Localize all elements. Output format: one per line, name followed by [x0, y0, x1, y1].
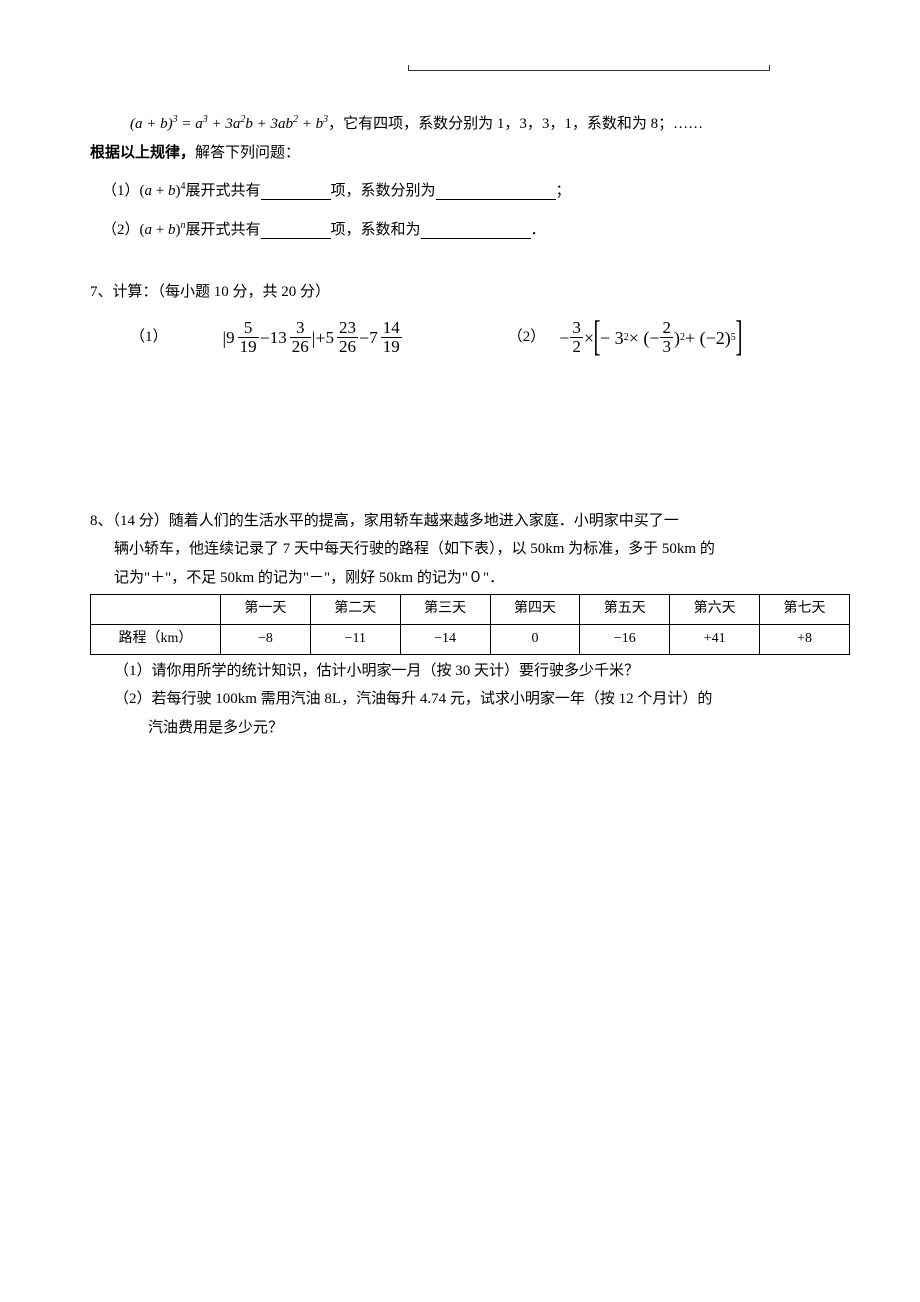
table-header: 第六天: [670, 595, 760, 625]
table-cell: −8: [221, 624, 311, 654]
table-cell: −11: [310, 624, 400, 654]
q2-text-b: 项，系数和为: [331, 216, 421, 245]
rule-prompt: 根据以上规律，解答下列问题：: [90, 139, 850, 168]
left-bracket-icon: [: [594, 321, 601, 355]
p8-title-line3: 记为"＋"，不足 50km 的记为"－"，刚好 50km 的记为"０"．: [90, 564, 850, 593]
table-cell: +41: [670, 624, 760, 654]
q2-blank-2: [421, 221, 531, 239]
p7-sub2-label: （2）: [508, 323, 546, 352]
q1-text-b: 项，系数分别为: [331, 177, 436, 206]
mileage-table: 第一天 第二天 第三天 第四天 第五天 第六天 第七天 路程（km） −8 −1…: [90, 594, 850, 654]
rule-bold: 根据以上规律，: [90, 145, 195, 161]
intro-eq-poly: (a + b)3 = a3 + 3a2b + 3ab2 + b3: [130, 116, 328, 132]
p8-title-line1: 8、（14 分）随着人们的生活水平的提高，家用轿车越来越多地进入家庭．小明家中买…: [90, 507, 850, 536]
p8-q1: （1）请你用所学的统计知识，估计小明家一月（按 30 天计）要行驶多少千米？: [90, 657, 850, 686]
q1-text-c: ；: [556, 177, 571, 206]
p7-formula-2: − 32 × [ − 32 × (− 23 )2 + (−2)5 ]: [559, 319, 742, 357]
sub-question-2: （2） (a + b)n 展开式共有 项，系数和为 ．: [90, 216, 850, 245]
q2-text-a: 展开式共有: [185, 216, 260, 245]
right-bracket-icon: ]: [735, 321, 742, 355]
p8-q2-line2: 汽油费用是多少元？: [90, 714, 850, 743]
table-cell: −14: [400, 624, 490, 654]
q1-expr: (a + b)4: [140, 177, 186, 206]
table-cell: −16: [580, 624, 670, 654]
p7-formula-1: | 9519 − 13326 | + 52326 − 71419: [223, 319, 403, 357]
q1-label: （1）: [102, 177, 140, 206]
p7-sub1-label: （1）: [130, 323, 168, 352]
q2-label: （2）: [102, 216, 140, 245]
p8-q2-line1: （2）若每行驶 100km 需用汽油 8L，汽油每升 4.74 元，试求小明家一…: [90, 685, 850, 714]
table-header: [91, 595, 221, 625]
table-header: 第二天: [310, 595, 400, 625]
q2-text-c: ．: [531, 216, 546, 245]
table-cell: 路程（km）: [91, 624, 221, 654]
q2-blank-1: [261, 221, 331, 239]
table-row: 路程（km） −8 −11 −14 0 −16 +41 +8: [91, 624, 850, 654]
q1-blank-2: [436, 182, 556, 200]
p8-title-line2: 辆小轿车，他连续记录了 7 天中每天行驶的路程（如下表），以 50km 为标准，…: [90, 535, 850, 564]
p7-title: 7、计算：（每小题 10 分，共 20 分）: [90, 278, 850, 307]
table-cell: 0: [490, 624, 580, 654]
intro-eq-tail: ，它有四项，系数分别为 1，3，3，1，系数和为 8；……: [328, 116, 703, 132]
table-header: 第四天: [490, 595, 580, 625]
table-header: 第五天: [580, 595, 670, 625]
table-row: 第一天 第二天 第三天 第四天 第五天 第六天 第七天: [91, 595, 850, 625]
q1-text-a: 展开式共有: [185, 177, 260, 206]
table-header: 第三天: [400, 595, 490, 625]
q1-blank-1: [261, 182, 331, 200]
sub-question-1: （1） (a + b)4 展开式共有 项，系数分别为 ；: [90, 177, 850, 206]
intro-equation-line: (a + b)3 = a3 + 3a2b + 3ab2 + b3，它有四项，系数…: [90, 110, 850, 139]
table-cell: +8: [760, 624, 850, 654]
table-header: 第一天: [221, 595, 311, 625]
q2-expr: (a + b)n: [140, 216, 186, 245]
table-header: 第七天: [760, 595, 850, 625]
top-tick-right: [769, 65, 770, 71]
top-rule: [408, 70, 770, 71]
p7-formulas: （1） | 9519 − 13326 | + 52326 − 71419 （2）…: [90, 319, 850, 357]
top-tick-left: [408, 65, 409, 71]
rule-after: 解答下列问题：: [195, 145, 300, 161]
